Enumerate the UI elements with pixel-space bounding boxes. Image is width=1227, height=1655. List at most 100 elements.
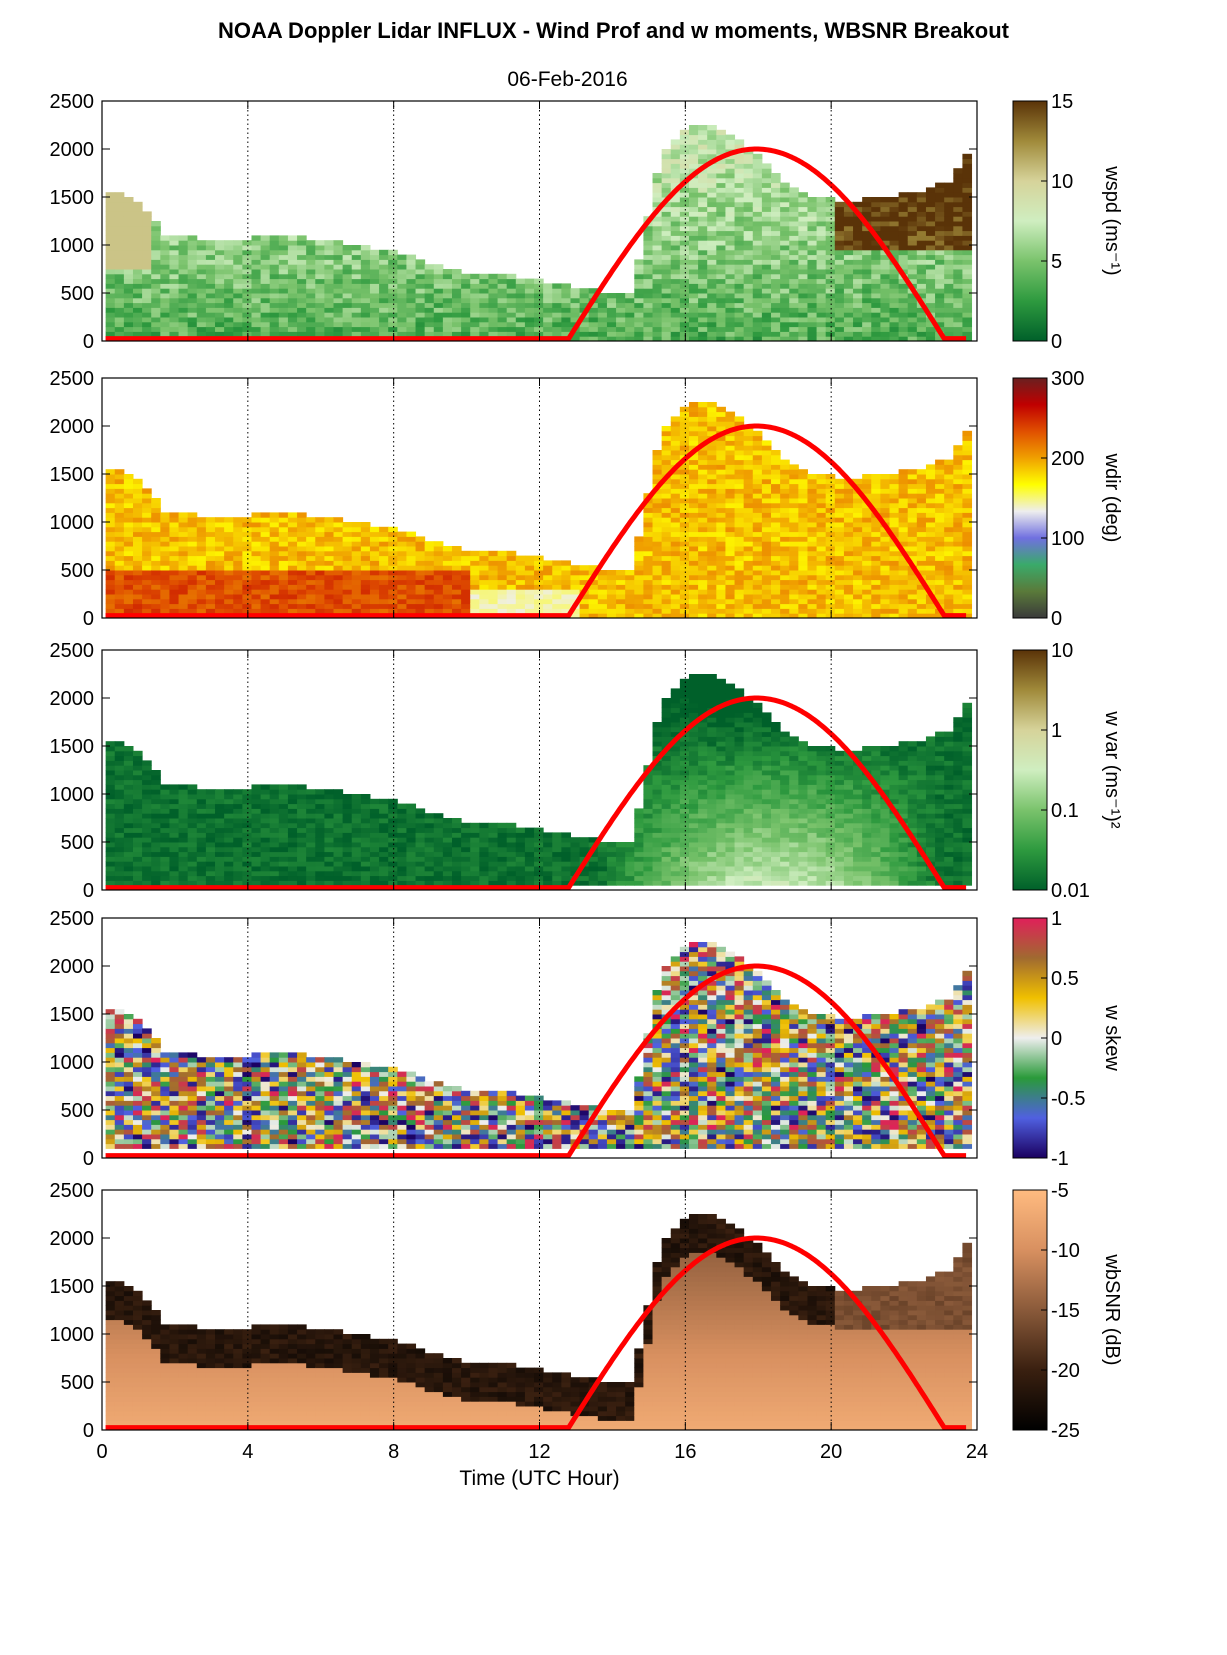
heatmap-cell — [743, 297, 754, 304]
heatmap-cell — [242, 546, 252, 552]
heatmap-cell — [862, 206, 872, 212]
heatmap-cell — [780, 197, 790, 203]
heatmap-cell — [789, 507, 799, 513]
heatmap-cell — [151, 526, 161, 533]
heatmap-cell — [379, 579, 389, 585]
heatmap-cell — [415, 570, 426, 576]
heatmap-cell — [816, 517, 827, 523]
heatmap-cell — [643, 331, 654, 337]
heatmap-cell — [707, 192, 717, 198]
heatmap-cell — [834, 603, 845, 609]
heatmap-cell — [935, 192, 945, 198]
heatmap-cell — [716, 498, 726, 504]
heatmap-cell — [324, 560, 335, 566]
heatmap-cell — [142, 541, 152, 547]
heatmap-cell — [324, 317, 335, 323]
heatmap-cell — [752, 488, 763, 494]
heatmap-cell — [707, 149, 717, 155]
heatmap-cell — [771, 187, 781, 193]
heatmap-cell — [679, 158, 690, 164]
heatmap-cell — [707, 264, 717, 270]
heatmap-cell — [916, 560, 927, 566]
heatmap-cell — [688, 522, 699, 528]
heatmap-cell — [834, 259, 845, 265]
heatmap-cell — [780, 536, 790, 542]
heatmap-cell — [725, 546, 736, 552]
heatmap-cell — [105, 273, 116, 280]
heatmap-cell — [324, 579, 335, 585]
heatmap-cell — [734, 230, 745, 236]
heatmap-cell — [625, 297, 635, 304]
heatmap-cell — [944, 594, 954, 600]
heatmap-cell — [789, 297, 799, 304]
heatmap-cell — [588, 317, 599, 323]
heatmap-cell — [260, 546, 271, 552]
heatmap-cell — [798, 192, 808, 198]
heatmap-cell — [898, 498, 909, 504]
heatmap-cell — [807, 273, 818, 280]
heatmap-cell — [780, 269, 790, 275]
heatmap-cell — [725, 312, 736, 318]
heatmap-cell — [688, 158, 699, 164]
heatmap-cell — [907, 201, 918, 208]
heatmap-cell — [625, 598, 635, 605]
heatmap-cell — [579, 321, 590, 328]
heatmap-cell — [661, 450, 672, 456]
heatmap-cell — [142, 493, 152, 499]
heatmap-cell — [725, 608, 736, 614]
heatmap-cell — [260, 307, 271, 313]
heatmap-cell — [798, 570, 808, 576]
heatmap-cell — [515, 317, 526, 323]
heatmap-cell — [470, 283, 480, 289]
heatmap-cell — [315, 245, 325, 251]
heatmap-cell — [716, 613, 726, 618]
heatmap-cell — [379, 288, 389, 294]
heatmap-cell — [661, 546, 672, 552]
heatmap-cell — [433, 312, 444, 318]
heatmap-cell — [698, 321, 708, 328]
heatmap-cell — [260, 541, 271, 547]
heatmap-cell — [816, 273, 827, 280]
heatmap-cell — [880, 302, 890, 308]
heatmap-cell — [433, 603, 444, 609]
heatmap-cell — [169, 249, 180, 256]
heatmap-cell — [442, 269, 453, 275]
heatmap-cell — [132, 870, 143, 877]
heatmap-cell — [752, 230, 763, 236]
heatmap-cell — [944, 249, 954, 256]
heatmap-cell — [925, 187, 936, 193]
heatmap-cell — [670, 454, 681, 461]
heatmap-cell — [278, 536, 289, 542]
heatmap-cell — [351, 555, 362, 561]
heatmap-cell — [825, 483, 836, 489]
heatmap-cell — [297, 570, 307, 576]
heatmap-cell — [743, 598, 754, 605]
heatmap-cell — [953, 288, 963, 294]
heatmap-cell — [105, 827, 116, 833]
heatmap-cell — [661, 326, 672, 332]
heatmap-cell — [652, 517, 663, 523]
heatmap-cell — [114, 741, 125, 747]
heatmap-cell — [862, 302, 872, 308]
heatmap-cell — [743, 560, 754, 566]
heatmap-cell — [570, 293, 581, 299]
heatmap-cell — [242, 326, 252, 332]
heatmap-cell — [661, 430, 672, 437]
heatmap-cell — [433, 321, 444, 328]
heatmap-cell — [287, 608, 298, 614]
heatmap-cell — [670, 517, 681, 523]
heatmap-cell — [205, 331, 216, 337]
heatmap-cell — [105, 507, 116, 513]
heatmap-cell — [798, 297, 808, 304]
heatmap-cell — [707, 603, 717, 609]
heatmap-cell — [962, 493, 973, 499]
heatmap-cell — [196, 565, 207, 571]
heatmap-cell — [570, 312, 581, 318]
heatmap-cell — [215, 555, 225, 561]
heatmap-cell — [816, 541, 827, 547]
heatmap-cell — [215, 317, 225, 323]
heatmap-cell — [424, 317, 435, 323]
heatmap-cell — [606, 570, 617, 576]
heatmap-cell — [442, 550, 453, 557]
heatmap-cell — [643, 555, 654, 561]
